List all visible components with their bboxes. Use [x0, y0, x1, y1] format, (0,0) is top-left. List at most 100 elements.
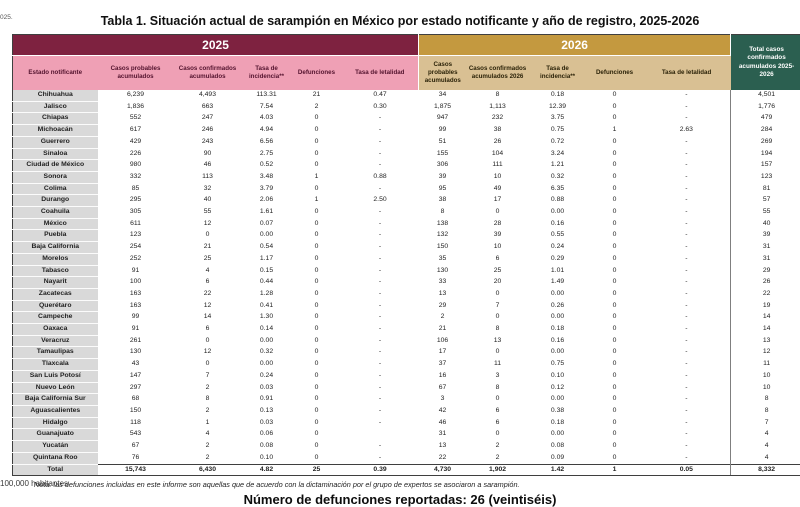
value-cell: 0 [587, 370, 643, 382]
value-cell: 2 [174, 441, 242, 453]
total-cell: 4 [731, 441, 800, 453]
total-cell: 284 [731, 125, 800, 137]
value-cell: 118 [98, 417, 174, 429]
value-cell: 38 [467, 125, 529, 137]
state-cell: Zacatecas [13, 288, 98, 300]
value-cell: 3.75 [529, 113, 587, 125]
value-cell: - [342, 441, 419, 453]
value-cell: - [643, 382, 731, 394]
value-cell: 0 [587, 113, 643, 125]
value-cell: - [342, 359, 419, 371]
value-cell: 38 [419, 195, 467, 207]
value-cell: 0 [587, 207, 643, 219]
value-cell: 0 [587, 195, 643, 207]
total-cell: 31 [731, 242, 800, 254]
value-cell: 0 [587, 230, 643, 242]
total-cell: 157 [731, 160, 800, 172]
value-cell: 0 [292, 312, 342, 324]
value-cell: - [342, 207, 419, 219]
value-cell: 0 [587, 441, 643, 453]
value-cell: 0.18 [529, 324, 587, 336]
value-cell: 2 [174, 452, 242, 464]
value-cell: 0 [587, 183, 643, 195]
value-cell: 254 [98, 242, 174, 254]
total-cell: 39 [731, 230, 800, 242]
value-cell: - [643, 218, 731, 230]
value-cell: 0 [587, 417, 643, 429]
value-cell: 0.16 [529, 335, 587, 347]
value-cell: - [342, 417, 419, 429]
footnote-fragment: 100,000 habitantes [0, 479, 68, 488]
value-cell: 76 [98, 452, 174, 464]
value-cell: 90 [174, 148, 242, 160]
page-title: Tabla 1. Situación actual de sarampión e… [8, 14, 792, 28]
value-cell: 247 [174, 113, 242, 125]
value-cell: 0.32 [529, 171, 587, 183]
value-cell: 0.47 [342, 90, 419, 101]
value-cell: 0 [587, 101, 643, 113]
value-cell: 46 [174, 160, 242, 172]
value-cell: 0.52 [242, 160, 292, 172]
value-cell: - [643, 171, 731, 183]
value-cell: 12 [174, 300, 242, 312]
value-cell: 1.42 [529, 464, 587, 476]
value-cell: 67 [98, 441, 174, 453]
year-2026-band: 2026 [419, 35, 731, 56]
value-cell: - [643, 359, 731, 371]
value-cell: 0 [292, 335, 342, 347]
value-cell: 0.00 [242, 359, 292, 371]
value-cell: - [342, 113, 419, 125]
value-cell: 0 [292, 370, 342, 382]
value-cell: 2 [419, 312, 467, 324]
state-cell: Hidalgo [13, 417, 98, 429]
value-cell: 4.94 [242, 125, 292, 137]
value-cell: 246 [174, 125, 242, 137]
value-cell: 0.88 [529, 195, 587, 207]
value-cell: - [342, 335, 419, 347]
value-cell: - [643, 113, 731, 125]
value-cell: - [643, 300, 731, 312]
value-cell: 130 [419, 265, 467, 277]
value-cell: 2.06 [242, 195, 292, 207]
value-cell: 0.39 [342, 464, 419, 476]
value-cell: 0 [174, 335, 242, 347]
value-cell: 0 [292, 125, 342, 137]
value-cell: 32 [174, 183, 242, 195]
value-cell: 0 [292, 148, 342, 160]
col-header-probables-2025: Casos probables acumulados [98, 56, 174, 91]
value-cell: 0 [292, 207, 342, 219]
value-cell: 12 [174, 218, 242, 230]
value-cell: 85 [98, 183, 174, 195]
value-cell: 55 [174, 207, 242, 219]
value-cell: 6.56 [242, 136, 292, 148]
value-cell: 6 [467, 253, 529, 265]
value-cell: 163 [98, 288, 174, 300]
state-cell: Sonora [13, 171, 98, 183]
value-cell: - [643, 452, 731, 464]
value-cell: 3 [467, 370, 529, 382]
value-cell: - [342, 394, 419, 406]
value-cell: 22 [174, 288, 242, 300]
value-cell: 0.75 [529, 359, 587, 371]
value-cell: 0.00 [529, 288, 587, 300]
value-cell: - [643, 370, 731, 382]
value-cell: 0 [587, 288, 643, 300]
value-cell: 3.79 [242, 183, 292, 195]
state-cell: Total [13, 464, 98, 476]
state-cell: Puebla [13, 230, 98, 242]
value-cell: 0 [174, 230, 242, 242]
value-cell: - [643, 324, 731, 336]
value-cell: 1,113 [467, 101, 529, 113]
total-cell: 14 [731, 324, 800, 336]
value-cell: 2.50 [342, 195, 419, 207]
value-cell: 0 [292, 452, 342, 464]
value-cell: 138 [419, 218, 467, 230]
